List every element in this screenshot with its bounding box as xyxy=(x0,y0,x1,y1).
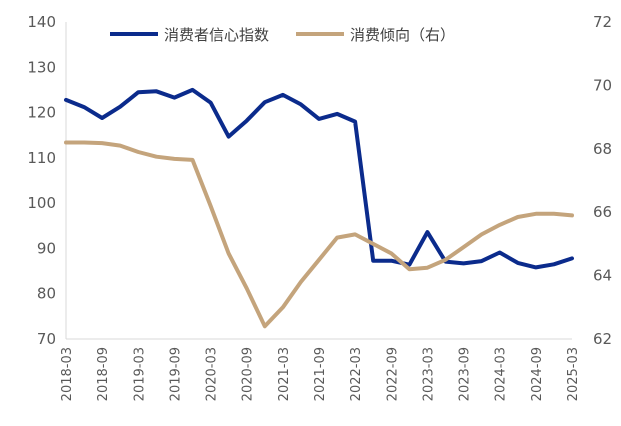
y-right-tick-labels: 62 64 66 68 70 72 xyxy=(593,13,612,348)
y-right-tick-label: 66 xyxy=(593,203,612,221)
y-right-tick-label: 64 xyxy=(593,267,612,285)
x-tick-label: 2020-09 xyxy=(241,347,256,401)
legend-label-confidence: 消费者信心指数 xyxy=(164,26,269,44)
y-left-tick-labels: 70 80 90 100 110 120 130 140 xyxy=(27,13,56,348)
x-tick-label: 2025-03 xyxy=(566,347,581,401)
y-right-tick-label: 68 xyxy=(593,140,612,158)
y-left-tick-label: 70 xyxy=(37,330,56,348)
x-tick-label: 2018-09 xyxy=(96,347,111,401)
legend: 消费者信心指数 消费倾向（右） xyxy=(110,26,455,44)
series-lines xyxy=(64,87,574,329)
x-tick-label: 2023-03 xyxy=(421,347,436,401)
x-tick-label: 2023-09 xyxy=(458,347,473,401)
y-left-tick-label: 120 xyxy=(27,104,56,122)
y-left-tick-label: 110 xyxy=(27,149,56,167)
x-tick-label: 2021-03 xyxy=(277,347,292,401)
series-line-consumer-confidence xyxy=(64,87,574,270)
x-tick-label: 2019-03 xyxy=(132,347,147,401)
x-tick-label: 2024-09 xyxy=(530,347,545,401)
x-tick-label: 2024-03 xyxy=(494,347,509,401)
x-tick-label: 2022-03 xyxy=(349,347,364,401)
x-tick-label: 2022-09 xyxy=(385,347,400,401)
legend-label-propensity: 消费倾向（右） xyxy=(350,26,455,44)
x-tick-label: 2018-03 xyxy=(60,347,75,401)
x-tick-label: 2020-03 xyxy=(205,347,220,401)
x-tick-label: 2021-09 xyxy=(313,347,328,401)
y-right-tick-label: 72 xyxy=(593,13,612,31)
y-right-tick-label: 62 xyxy=(593,330,612,348)
series-line-consumption-propensity xyxy=(64,140,574,329)
y-left-tick-label: 80 xyxy=(37,285,56,303)
y-left-tick-label: 90 xyxy=(37,239,56,257)
x-tick-label: 2019-09 xyxy=(168,347,183,401)
y-right-tick-label: 70 xyxy=(593,76,612,94)
y-left-tick-label: 140 xyxy=(27,13,56,31)
y-left-tick-label: 130 xyxy=(27,58,56,76)
x-tick-labels: 2018-03 2018-09 2019-03 2019-09 2020-03 2020-… xyxy=(60,347,581,401)
y-left-tick-label: 100 xyxy=(27,194,56,212)
